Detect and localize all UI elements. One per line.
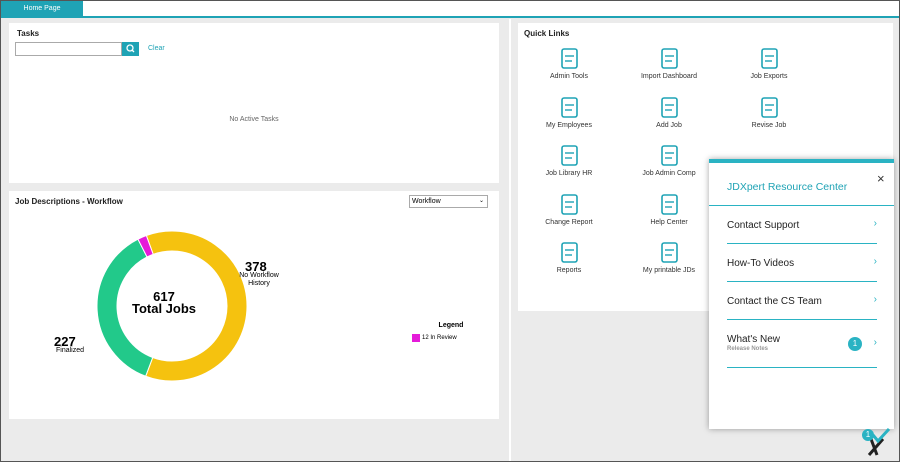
link-icon	[761, 96, 778, 118]
link-icon	[661, 242, 678, 263]
link-icon	[561, 145, 578, 166]
link-icon	[561, 242, 578, 263]
clear-link[interactable]: Clear	[148, 45, 165, 52]
legend-entry[interactable]: 12 In Review	[412, 334, 480, 342]
quick-link[interactable]: Reports	[524, 240, 614, 274]
link-icon	[561, 193, 578, 215]
quick-link-label: My printable JDs	[642, 267, 696, 274]
quick-link-label: Help Center	[650, 218, 688, 226]
launcher[interactable]: 1	[859, 427, 893, 459]
caret: ⌄	[478, 198, 484, 204]
quick-link[interactable]: Help Center	[624, 192, 714, 226]
quick-link[interactable]: Add Job	[624, 95, 714, 129]
quick-link[interactable]: My printable JDs	[624, 240, 714, 274]
link-icon	[661, 145, 678, 166]
quick-link[interactable]: Job Admin Comp	[624, 143, 714, 177]
value-label: 378	[245, 259, 267, 274]
value-label: 227	[54, 334, 76, 349]
resource-center: JDXpert Resource Center × Contact Suppor…	[709, 159, 894, 429]
link-icon	[761, 48, 778, 69]
rc-item[interactable]: Contact Support ›	[727, 206, 877, 244]
select-value: Workflow	[412, 198, 441, 205]
total-label: Total Jobs	[131, 301, 197, 316]
quick-link-label: Reports	[556, 267, 582, 274]
launcher-logo	[862, 427, 891, 456]
link-icon	[661, 48, 678, 69]
search-button[interactable]	[122, 42, 139, 56]
rc-item-subtitle: Release Notes	[727, 346, 769, 352]
link-icon	[661, 96, 678, 118]
tab[interactable]: Home Page	[1, 1, 83, 16]
badge: 1	[848, 337, 862, 351]
category-label: No Workflow History	[239, 272, 279, 287]
workflow-panel: Job Descriptions - Workflow Workflow ⌄ 22…	[9, 191, 499, 419]
quick-link[interactable]: Job Exports	[724, 46, 814, 80]
panel-title: Tasks	[17, 29, 40, 38]
workflow-select[interactable]: Workflow ⌄	[409, 195, 488, 208]
link-icon	[561, 96, 578, 118]
quick-link[interactable]: Job Library HR	[524, 143, 614, 177]
quick-link[interactable]: Revise Job	[724, 95, 814, 129]
rc-title: JDXpert Resource Center	[727, 181, 848, 193]
tasks-panel: Tasks Clear No Active Tasks	[9, 23, 499, 183]
rc-item[interactable]: Contact the CS Team ›	[727, 282, 877, 320]
rc-item-label: How-To Videos	[727, 258, 795, 269]
quick-link[interactable]: My Employees	[524, 95, 614, 129]
rc-item-label: Contact Support	[727, 220, 800, 231]
quick-link-label: Add Job	[656, 121, 682, 129]
chevron: ›	[873, 337, 877, 348]
link-icon	[661, 193, 678, 215]
empty-message: No Active Tasks	[229, 116, 279, 123]
quick-link-label: Job Library HR	[545, 170, 593, 177]
legend-title: Legend	[438, 322, 464, 329]
chevron: ›	[873, 294, 877, 305]
quick-link[interactable]: Import Dashboard	[624, 46, 714, 80]
legend: Legend 12 In Review	[412, 322, 480, 346]
chevron: ›	[873, 218, 877, 229]
launcher-badge: 1	[865, 430, 871, 439]
search-input[interactable]	[15, 42, 122, 56]
quick-link[interactable]: Change Report	[524, 192, 614, 226]
tab-bar	[1, 1, 899, 18]
quick-link[interactable]: Admin Tools	[524, 46, 614, 80]
panel-title: Job Descriptions - Workflow	[15, 197, 123, 206]
quick-link-label: Import Dashboard	[640, 73, 698, 80]
rc-item[interactable]: What's New Release Notes 1 ›	[727, 320, 877, 368]
quick-link-label: Revise Job	[751, 121, 787, 129]
close-button[interactable]: ×	[877, 171, 885, 186]
legend-swatch	[412, 334, 420, 342]
chevron: ›	[873, 256, 877, 267]
donut-segment[interactable]	[137, 234, 154, 258]
quick-link-label: Admin Tools	[549, 73, 588, 80]
quick-link-label: Job Admin Comp	[642, 170, 696, 177]
rc-item[interactable]: How-To Videos ›	[727, 244, 877, 282]
legend-label: In Review	[430, 335, 457, 341]
quick-link-label: Job Exports	[750, 73, 788, 80]
category-label: Finalized	[56, 347, 85, 354]
quick-link-label: Change Report	[545, 218, 593, 226]
rc-separator	[709, 205, 894, 206]
donut-segment[interactable]	[145, 230, 248, 382]
total-value: 617	[153, 289, 175, 304]
panel-title: Quick Links	[524, 29, 570, 38]
divider	[509, 19, 511, 461]
search-icon	[126, 44, 135, 53]
link-icon	[561, 48, 578, 69]
legend-value: 12	[422, 335, 429, 341]
rc-item-label: What's New	[727, 334, 781, 345]
rc-item-label: Contact the CS Team	[727, 296, 822, 307]
donut-chart	[96, 230, 248, 382]
quick-link-label: My Employees	[546, 121, 592, 129]
